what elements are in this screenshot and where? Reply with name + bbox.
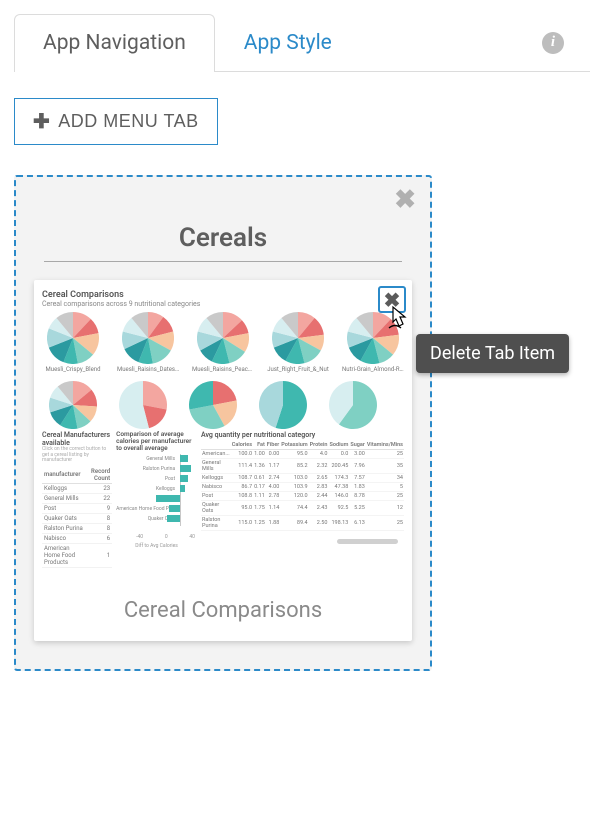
thumb-title: Cereal Comparisons <box>42 290 404 300</box>
close-icon: ✖ <box>384 290 401 310</box>
thumb-pie: Muesli_Raisins_Dates_&_Alm... <box>117 312 179 373</box>
thumb-pie <box>42 381 104 429</box>
thumb-manufacturers-subheading: Click on the correct button to get a cer… <box>42 447 112 464</box>
card-title: Cereals <box>34 223 412 253</box>
thumb-manufacturers-block: Cereal Manufacturers available Click on … <box>42 431 112 568</box>
add-menu-tab-button[interactable]: ✚ ADD MENU TAB <box>14 98 218 145</box>
thumb-pie: Muesli_Raisins_Peaches_&_P... <box>192 312 254 373</box>
plus-icon: ✚ <box>33 112 50 132</box>
tab-app-navigation[interactable]: App Navigation <box>14 14 215 71</box>
tab-app-style[interactable]: App Style <box>215 14 361 71</box>
thumb-barchart: General MillsRalston PurinaPostKelloggsN… <box>116 454 197 540</box>
tab-item-panel[interactable]: Cereal Comparisons Cereal comparisons ac… <box>34 280 412 641</box>
thumb-subtitle: Cereal comparisons across 9 nutritional … <box>42 300 404 308</box>
thumb-manufacturers-table: manufacturerRecord CountKelloggs23Genera… <box>42 467 112 568</box>
thumb-pie: Nutri-Grain_Almond-Raisin <box>342 312 404 373</box>
thumb-nutrition-table: CaloriesFatFiberPotassiumProteinSodiumSu… <box>201 441 404 531</box>
thumb-barchart-block: Comparison of average calories per manuf… <box>116 431 197 568</box>
thumb-scrollbar <box>337 539 398 544</box>
thumb-bottom: Cereal Manufacturers available Click on … <box>42 431 404 568</box>
thumb-nutrition-heading: Avg quantity per nutritional category <box>201 431 404 439</box>
thumb-pie <box>182 381 244 429</box>
thumb-pie <box>322 381 384 429</box>
card-divider <box>44 261 402 262</box>
tab-item-thumbnail: Cereal Comparisons Cereal comparisons ac… <box>34 280 412 570</box>
thumb-pie <box>112 381 174 429</box>
thumb-barchart-heading: Comparison of average calories per manuf… <box>116 431 197 452</box>
delete-tab-item-tooltip: Delete Tab Item <box>416 334 569 373</box>
close-card-icon[interactable]: ✖ <box>394 187 416 213</box>
tab-bar: App Navigation App Style i <box>14 14 590 72</box>
thumb-pie <box>252 381 314 429</box>
delete-tab-item-button[interactable]: ✖ <box>378 286 406 313</box>
menu-tab-card[interactable]: ✖ Cereals Cereal Comparisons Cereal comp… <box>14 175 432 671</box>
thumb-nutrition-block: Avg quantity per nutritional category Ca… <box>201 431 404 568</box>
add-menu-tab-label: ADD MENU TAB <box>58 111 198 132</box>
thumb-manufacturers-heading: Cereal Manufacturers available <box>42 431 112 447</box>
thumb-pie-row-1: Muesli_Crispy_BlendMuesli_Raisins_Dates_… <box>42 312 404 373</box>
thumb-pie: Just_Right_Fruit_&_Nut <box>267 312 329 373</box>
thumb-pie: Muesli_Crispy_Blend <box>42 312 104 373</box>
thumb-pie-row-2 <box>42 381 404 429</box>
info-icon[interactable]: i <box>542 32 564 54</box>
tab-item-caption: Cereal Comparisons <box>34 598 412 623</box>
